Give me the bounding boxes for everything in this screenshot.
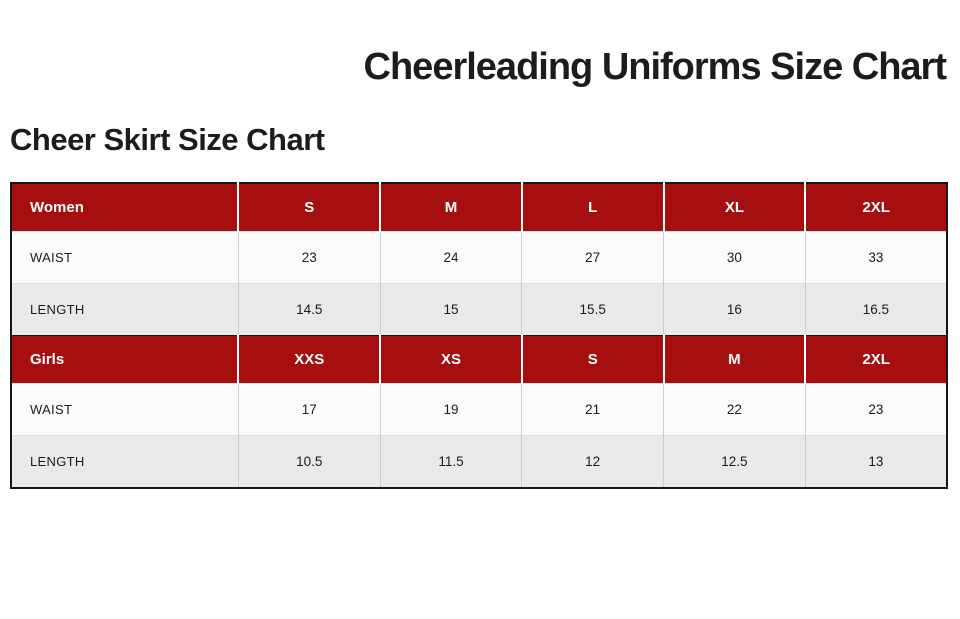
- section-title: Cheer Skirt Size Chart: [10, 121, 325, 157]
- measure-label-cell: LENGTH: [11, 283, 239, 336]
- value-cell: 10.5: [237, 435, 381, 489]
- value-cell: 15.5: [521, 283, 664, 336]
- value-cell: 17: [237, 383, 381, 436]
- group-label-cell: Girls: [11, 335, 239, 384]
- size-header-cell: S: [520, 335, 664, 384]
- women-header-row: Women S M L XL 2XL: [11, 182, 947, 232]
- group-label-cell: Women: [11, 182, 239, 232]
- measure-label-cell: LENGTH: [11, 435, 239, 489]
- value-cell: 12: [521, 435, 664, 489]
- size-header-cell: M: [662, 335, 806, 384]
- women-waist-row: WAIST 23 24 27 30 33: [11, 231, 947, 284]
- size-header-cell: S: [237, 182, 381, 232]
- girls-waist-row: WAIST 17 19 21 22 23: [11, 383, 947, 436]
- girls-header-row: Girls XXS XS S M 2XL: [11, 335, 947, 384]
- size-header-cell: 2XL: [804, 335, 947, 384]
- value-cell: 19: [379, 383, 522, 436]
- measure-label-cell: WAIST: [11, 231, 239, 284]
- value-cell: 14.5: [237, 283, 381, 336]
- size-header-cell: XXS: [237, 335, 381, 384]
- page-title: Cheerleading Uniforms Size Chart: [363, 46, 947, 88]
- value-cell: 22: [663, 383, 806, 436]
- value-cell: 21: [521, 383, 664, 436]
- size-header-cell: 2XL: [804, 182, 947, 232]
- value-cell: 16.5: [804, 283, 947, 336]
- value-cell: 27: [521, 231, 664, 284]
- value-cell: 12.5: [663, 435, 806, 489]
- value-cell: 33: [804, 231, 947, 284]
- size-header-cell: XL: [662, 182, 806, 232]
- value-cell: 23: [804, 383, 947, 436]
- value-cell: 24: [379, 231, 522, 284]
- value-cell: 11.5: [379, 435, 522, 489]
- value-cell: 23: [237, 231, 381, 284]
- size-chart-table: Women S M L XL 2XL WAIST 23 24 27 30 33 …: [10, 182, 948, 490]
- measure-label-cell: WAIST: [11, 383, 239, 436]
- value-cell: 30: [663, 231, 806, 284]
- value-cell: 16: [663, 283, 806, 336]
- size-header-cell: M: [379, 182, 522, 232]
- value-cell: 15: [379, 283, 522, 336]
- women-length-row: LENGTH 14.5 15 15.5 16 16.5: [11, 283, 947, 336]
- size-header-cell: L: [520, 182, 664, 232]
- girls-length-row: LENGTH 10.5 11.5 12 12.5 13: [11, 435, 947, 489]
- size-header-cell: XS: [379, 335, 522, 384]
- value-cell: 13: [804, 435, 947, 489]
